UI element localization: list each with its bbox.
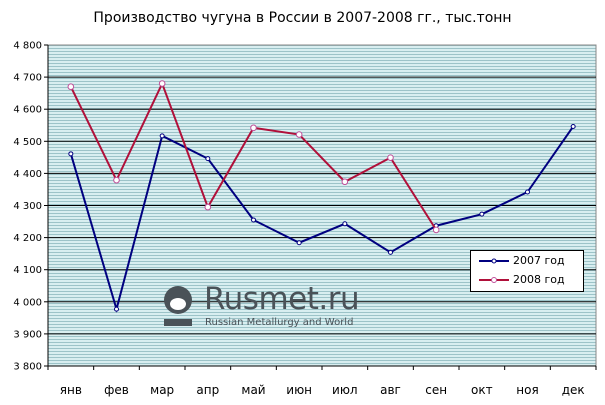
data-point — [159, 133, 165, 139]
chart-title: Производство чугуна в России в 2007-2008… — [93, 10, 512, 26]
x-tick-label: авг — [380, 383, 401, 397]
y-tick-label: 3 800 — [13, 362, 42, 373]
y-tick-label: 4 400 — [13, 169, 42, 180]
data-point — [388, 249, 393, 255]
y-tick-label: 4 000 — [13, 297, 42, 308]
y-tick-label: 4 600 — [13, 105, 42, 116]
legend-label-2007: 2007 год — [513, 254, 565, 267]
y-tick-label: 4 200 — [13, 233, 42, 244]
x-tick-label: июл — [332, 383, 358, 397]
data-point — [68, 151, 74, 157]
x-tick-label: май — [241, 383, 265, 397]
legend-item-2007: 2007 год — [471, 251, 583, 270]
y-tick-label: 4 800 — [13, 41, 42, 52]
x-tick-label: дек — [562, 383, 585, 397]
y-tick-label: 4 300 — [13, 201, 42, 212]
data-point — [205, 156, 211, 162]
legend-marker-2007-icon — [479, 258, 509, 263]
legend: 2007 год 2008 год — [470, 250, 584, 292]
series-line-2007-год — [69, 125, 574, 313]
data-point — [204, 203, 212, 211]
y-tick-label: 4 100 — [13, 265, 42, 276]
x-tick-label: янв — [60, 383, 82, 397]
data-point — [158, 80, 166, 87]
data-point — [114, 306, 119, 312]
data-point — [387, 154, 394, 161]
legend-marker-2008-icon — [479, 276, 509, 283]
x-tick-label: окт — [471, 383, 493, 397]
x-tick-label: июн — [286, 383, 312, 397]
x-tick-label: сен — [425, 383, 447, 397]
y-tick-label: 3 900 — [13, 329, 42, 340]
data-point — [342, 221, 348, 227]
legend-label-2008: 2008 год — [513, 273, 565, 286]
data-point — [570, 124, 576, 130]
data-point — [67, 83, 75, 91]
rusmet-logo-icon — [164, 286, 192, 326]
y-tick-label: 4 500 — [13, 137, 42, 148]
x-tick-label: фев — [104, 383, 129, 397]
data-point — [479, 211, 485, 217]
data-point — [341, 178, 349, 186]
y-tick-label: 4 700 — [13, 73, 42, 84]
data-point — [251, 217, 256, 223]
legend-item-2008: 2008 год — [471, 270, 583, 289]
data-point — [113, 176, 120, 184]
watermark-tagline: Russian Metallurgy and World — [205, 317, 354, 328]
x-tick-label: мар — [150, 383, 174, 397]
data-point — [295, 131, 303, 138]
data-point — [296, 240, 302, 246]
watermark-brand: Rusmet.ru — [204, 281, 360, 317]
x-tick-label: апр — [196, 383, 219, 397]
x-tick-label: ноя — [516, 383, 538, 397]
data-point — [250, 124, 257, 132]
data-point — [525, 189, 530, 195]
data-point — [432, 226, 440, 234]
